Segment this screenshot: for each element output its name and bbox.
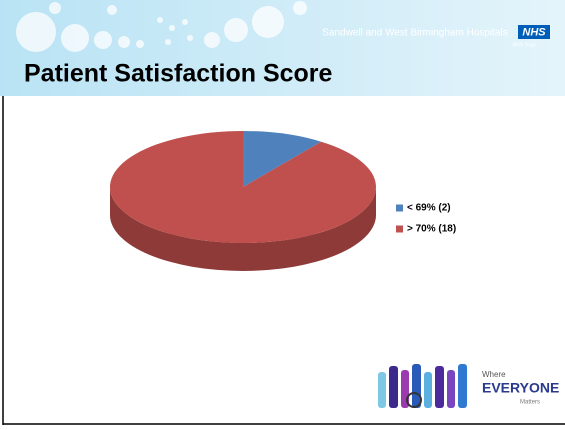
logo-figures bbox=[378, 364, 467, 408]
logo-matters: Matters bbox=[520, 400, 540, 406]
trust: NHS Trust bbox=[512, 42, 536, 48]
pie-slice bbox=[110, 131, 377, 243]
organisation: Sandwell and West Birmingham Hospitals bbox=[322, 28, 507, 39]
header-dots bbox=[16, 1, 307, 52]
nhs-badge: NHS bbox=[522, 26, 546, 38]
nhs-badge-box bbox=[518, 25, 550, 39]
logo-everyone: EVERYONE bbox=[482, 380, 559, 396]
pie-side bbox=[110, 187, 376, 271]
legend-swatch bbox=[396, 225, 403, 233]
legend-swatch bbox=[396, 204, 403, 212]
logo-where: Where bbox=[482, 370, 506, 379]
legend-label: < 69% (2) bbox=[407, 203, 451, 214]
pie-slice bbox=[243, 131, 322, 187]
legend-label: > 70% (18) bbox=[407, 224, 456, 235]
chart-title: Patient Satisfaction Score bbox=[24, 60, 333, 88]
